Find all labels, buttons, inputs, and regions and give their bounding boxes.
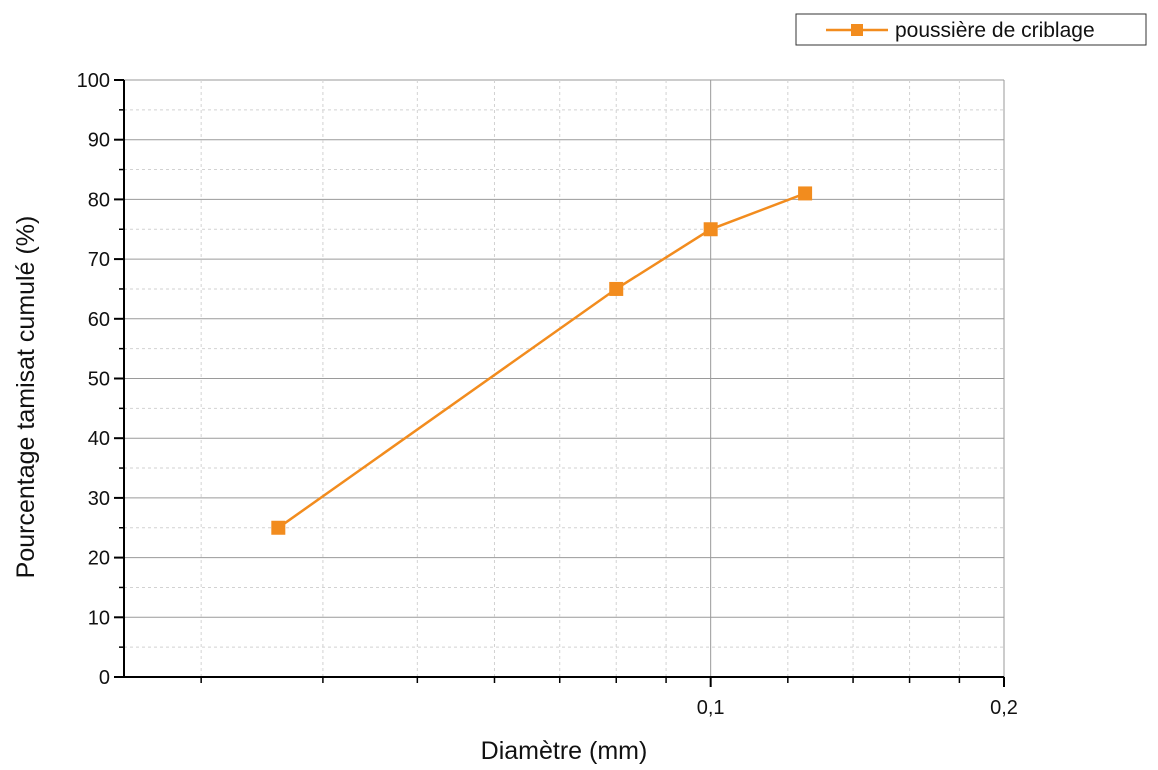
grid-layer <box>124 79 1005 677</box>
y-tick-label: 80 <box>88 189 110 211</box>
y-tick-label: 90 <box>88 130 110 152</box>
data-point-marker <box>703 222 718 237</box>
data-point-marker <box>609 281 624 296</box>
y-tick-label: 100 <box>77 70 110 92</box>
y-tick-label: 70 <box>88 249 110 271</box>
x-tick-label: 0,1 <box>697 697 725 719</box>
x-axis-title: Diamètre (mm) <box>481 737 648 765</box>
x-tick-label: 0,2 <box>990 697 1018 719</box>
y-axis-title: Pourcentage tamisat cumulé (%) <box>12 216 40 579</box>
legend-series-label: poussière de criblage <box>895 19 1095 42</box>
data-point-marker <box>271 520 286 535</box>
y-tick-label: 0 <box>99 667 110 689</box>
y-tick-label: 40 <box>88 428 110 450</box>
legend: poussière de criblage <box>795 13 1147 46</box>
y-tick-label: 30 <box>88 488 110 510</box>
y-tick-label: 20 <box>88 548 110 570</box>
series-line <box>277 192 806 529</box>
y-tick-label: 10 <box>88 607 110 629</box>
ticks-layer: 0,1 0,2 0 10 20 30 40 50 60 70 80 90 100 <box>77 70 1018 719</box>
data-point-marker <box>798 186 813 201</box>
series-layer <box>271 186 813 535</box>
y-tick-label: 60 <box>88 309 110 331</box>
legend-series-marker <box>851 24 863 36</box>
y-tick-label: 50 <box>88 369 110 391</box>
